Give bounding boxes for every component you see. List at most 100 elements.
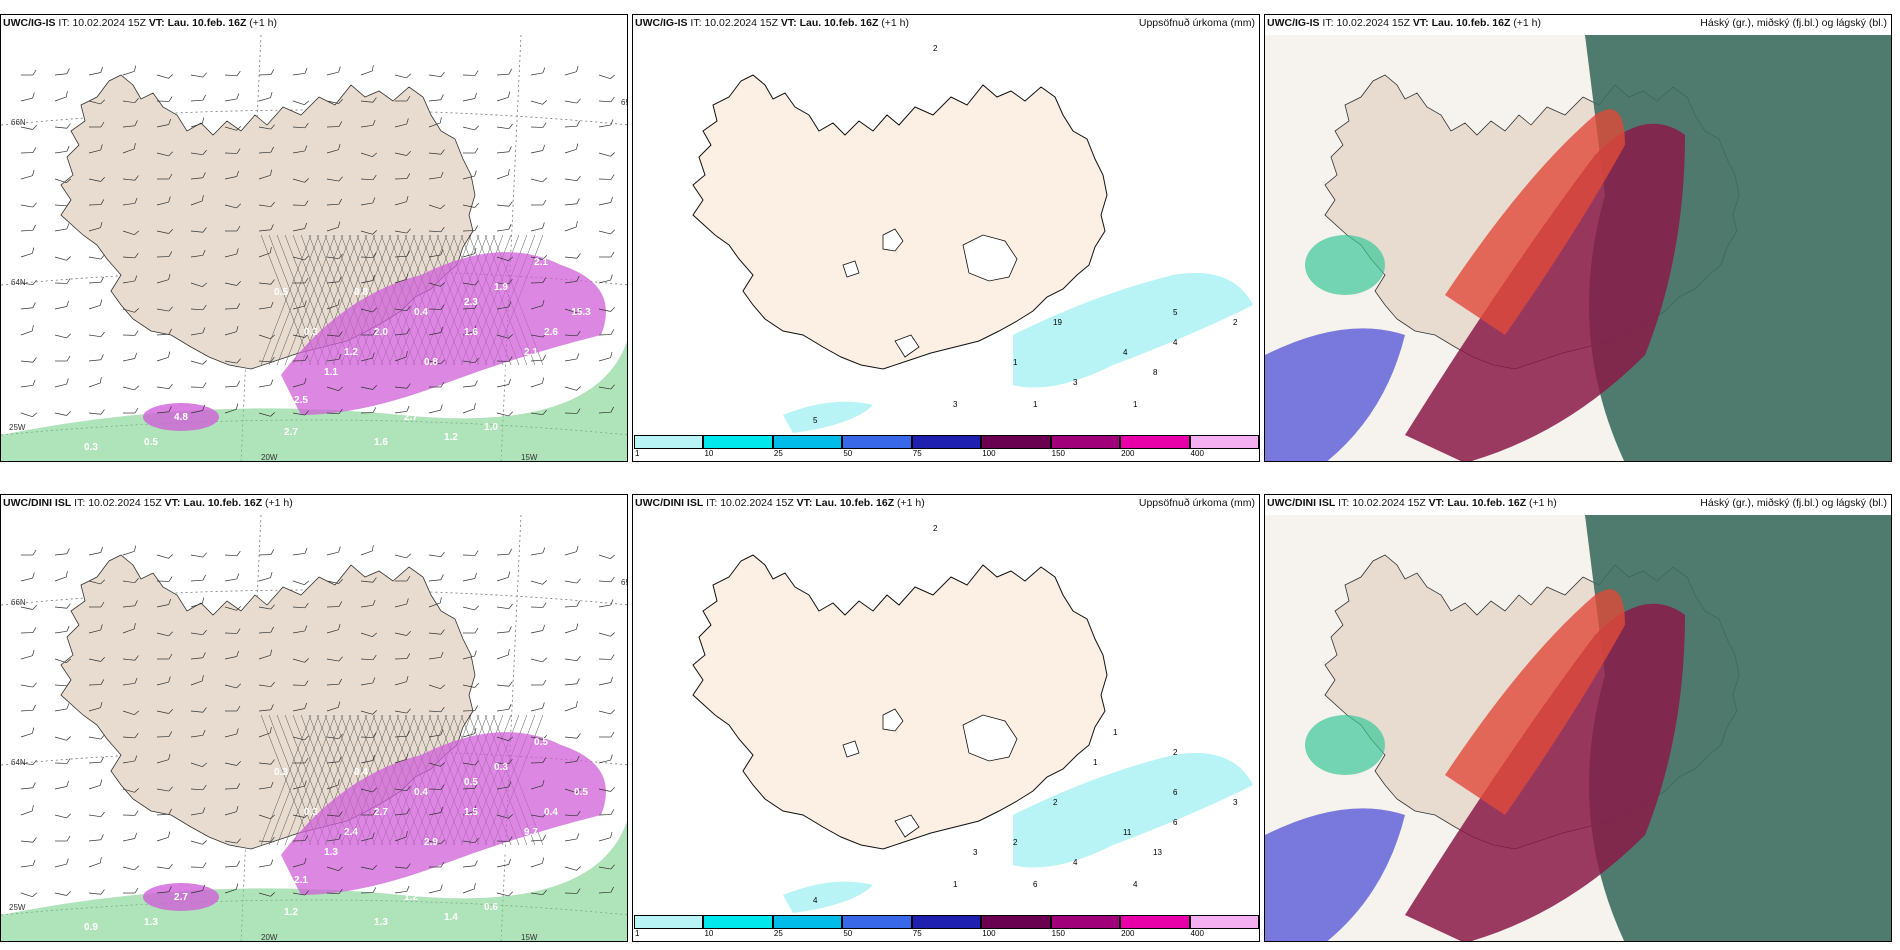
- wind-barb-shaft: [462, 385, 475, 388]
- wind-barb: [190, 382, 207, 388]
- wind-barb: [54, 123, 71, 129]
- it-value: 10.02.2024 15Z: [720, 497, 794, 509]
- wind-barb-flag: [575, 221, 578, 227]
- wind-barb-shaft: [462, 175, 475, 180]
- wind-barb-flag: [338, 98, 343, 104]
- wind-barb: [156, 886, 172, 894]
- wind-barb: [190, 629, 207, 636]
- wind-value-label: 1.5: [464, 807, 478, 818]
- wind-barb-flag: [134, 330, 139, 336]
- wind-barb-shaft: [428, 254, 441, 258]
- wind-barb: [122, 832, 137, 842]
- wind-barb: [394, 328, 410, 336]
- wind-value-label: 2.5: [294, 395, 308, 406]
- wind-barb: [394, 250, 410, 258]
- wind-barb-shaft: [190, 152, 203, 156]
- wind-barb: [190, 117, 205, 128]
- wind-barb-flag: [236, 628, 241, 634]
- wind-barb: [224, 683, 242, 689]
- wind-barb: [530, 100, 548, 105]
- wind-barb: [54, 223, 70, 232]
- wind-barb-flag: [508, 278, 513, 285]
- wind-barb-shaft: [54, 630, 67, 634]
- wind-barb-flag: [100, 601, 105, 608]
- wind-value-label: 0.3: [304, 807, 318, 818]
- wind-barb: [496, 91, 511, 102]
- wind-barb-flag: [202, 149, 207, 155]
- wind-barb-flag: [508, 223, 512, 230]
- wind-barb: [496, 548, 512, 556]
- wind-barb: [496, 736, 514, 742]
- wind-barb-shaft: [326, 629, 339, 634]
- wind-barb-flag: [236, 225, 241, 232]
- wind-barb-flag: [32, 572, 35, 579]
- wind-barb-shaft: [462, 126, 475, 131]
- precip-area: [1013, 753, 1253, 868]
- wind-barb-flag: [168, 863, 173, 869]
- wind-barb: [122, 197, 138, 206]
- map-wind-2: 2.72.11.32.42.70.31.21.30.71.24.35.79.70…: [1, 515, 627, 941]
- wind-barb: [258, 146, 274, 154]
- wind-barb: [122, 252, 139, 259]
- wind-barb: [156, 96, 173, 102]
- wind-barb-flag: [236, 783, 241, 789]
- wind-barb: [496, 626, 512, 634]
- wind-barb-shaft: [122, 100, 135, 104]
- panel-header: UWC/DINI ISL IT: 10.02.2024 15Z VT: Lau.…: [1267, 497, 1887, 515]
- wind-barb: [122, 600, 138, 608]
- wind-barb-flag: [576, 386, 582, 391]
- wind-barb: [224, 760, 241, 766]
- wind-barb: [360, 732, 377, 738]
- wind-barb-flag: [100, 354, 104, 360]
- wind-barb-shaft: [122, 736, 135, 739]
- wind-barb-shaft: [598, 202, 611, 206]
- wind-barb: [462, 572, 477, 582]
- wind-barb-flag: [100, 276, 104, 283]
- wind-barb: [598, 554, 616, 560]
- wind-barb-flag: [134, 352, 137, 359]
- wind-barb-shaft: [496, 126, 509, 130]
- wind-barb-flag: [66, 256, 72, 261]
- wind-barb-flag: [304, 812, 309, 818]
- wind-barb: [88, 779, 103, 790]
- wind-barb: [54, 736, 72, 741]
- wind-barb-shaft: [88, 707, 101, 712]
- wind-barb-flag: [508, 68, 512, 75]
- wind-barb: [564, 545, 579, 556]
- wind-barb: [530, 67, 546, 76]
- wind-barb-flag: [202, 574, 206, 581]
- precip-value-label: 2: [1013, 838, 1018, 847]
- wind-barb: [598, 709, 616, 715]
- wind-barb-shaft: [564, 386, 577, 391]
- wind-barb-flag: [270, 69, 275, 75]
- grid-label: 66N: [11, 598, 26, 607]
- wind-barb-shaft: [88, 839, 101, 842]
- wind-barb-flag: [32, 727, 35, 734]
- wind-value-label: 2.1: [524, 347, 538, 358]
- wind-barb-flag: [66, 703, 70, 710]
- wind-barb-shaft: [428, 409, 441, 414]
- wind-barb: [395, 95, 411, 102]
- wind-barb: [190, 862, 207, 868]
- wind-barb-flag: [372, 787, 378, 793]
- legend-swatch: [842, 915, 912, 929]
- wind-barb-flag: [372, 599, 376, 606]
- wind-barb-flag: [508, 681, 513, 687]
- wind-barb-flag: [372, 754, 375, 761]
- wind-barb: [360, 174, 377, 181]
- wind-barb-flag: [338, 866, 344, 871]
- wind-barb-flag: [304, 625, 308, 632]
- wind-barb-flag: [508, 603, 513, 609]
- wind-barb-shaft: [428, 282, 441, 287]
- wind-barb: [88, 276, 104, 284]
- wind-barb-flag: [236, 358, 241, 364]
- wind-barb-shaft: [20, 655, 33, 660]
- wind-barb-shaft: [258, 762, 271, 765]
- wind-barb-flag: [406, 630, 411, 636]
- wind-barb-shaft: [428, 74, 441, 78]
- wind-barb: [156, 328, 172, 336]
- glacier-outline: [842, 260, 860, 278]
- wind-barb-shaft: [360, 866, 373, 870]
- wind-barb-flag: [66, 68, 70, 74]
- wind-barb-flag: [406, 808, 410, 814]
